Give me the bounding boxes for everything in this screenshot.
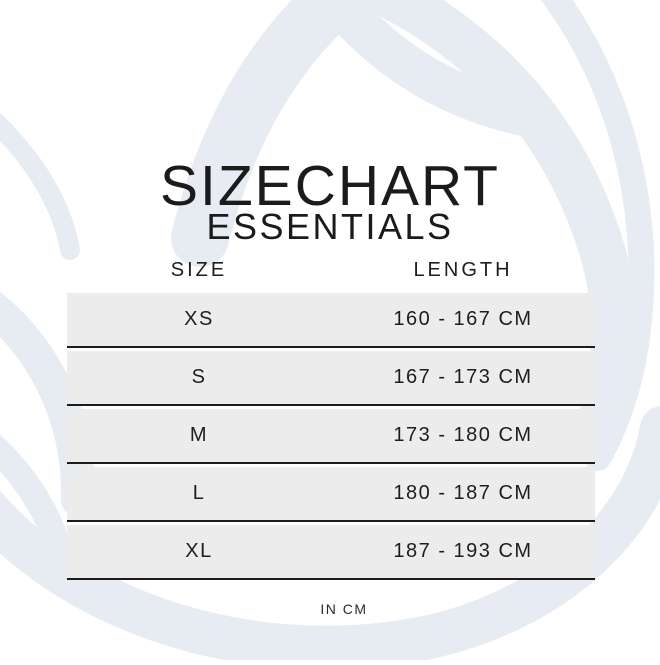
size-cell: M xyxy=(189,424,209,446)
column-header-size: SIZE xyxy=(170,258,228,281)
length-cell: 180 - 187 CM xyxy=(393,482,533,504)
unit-note: IN CM xyxy=(320,601,368,617)
size-cell: L xyxy=(192,482,206,504)
table-row: XS 160 - 167 CM xyxy=(67,293,595,348)
length-cell: 187 - 193 CM xyxy=(393,540,533,562)
length-cell: 160 - 167 CM xyxy=(393,308,533,330)
size-table: SIZE LENGTH XS 160 - 167 CM S 167 - 173 … xyxy=(67,247,595,583)
size-cell: S xyxy=(191,366,207,388)
size-cell: XL xyxy=(185,540,213,562)
length-cell: 173 - 180 CM xyxy=(393,424,533,446)
table-body: XS 160 - 167 CM S 167 - 173 CM M 173 - 1… xyxy=(67,293,595,580)
length-cell: 167 - 173 CM xyxy=(393,366,533,388)
page-title: SIZECHART xyxy=(160,154,500,219)
table-header-row: SIZE LENGTH xyxy=(67,247,595,293)
table-row: L 180 - 187 CM xyxy=(67,467,595,522)
table-row: S 167 - 173 CM xyxy=(67,351,595,406)
table-row: M 173 - 180 CM xyxy=(67,409,595,464)
size-cell: XS xyxy=(184,308,214,330)
table-row: XL 187 - 193 CM xyxy=(67,525,595,580)
column-header-length: LENGTH xyxy=(413,258,513,281)
page-subtitle: ESSENTIALS xyxy=(206,205,454,247)
